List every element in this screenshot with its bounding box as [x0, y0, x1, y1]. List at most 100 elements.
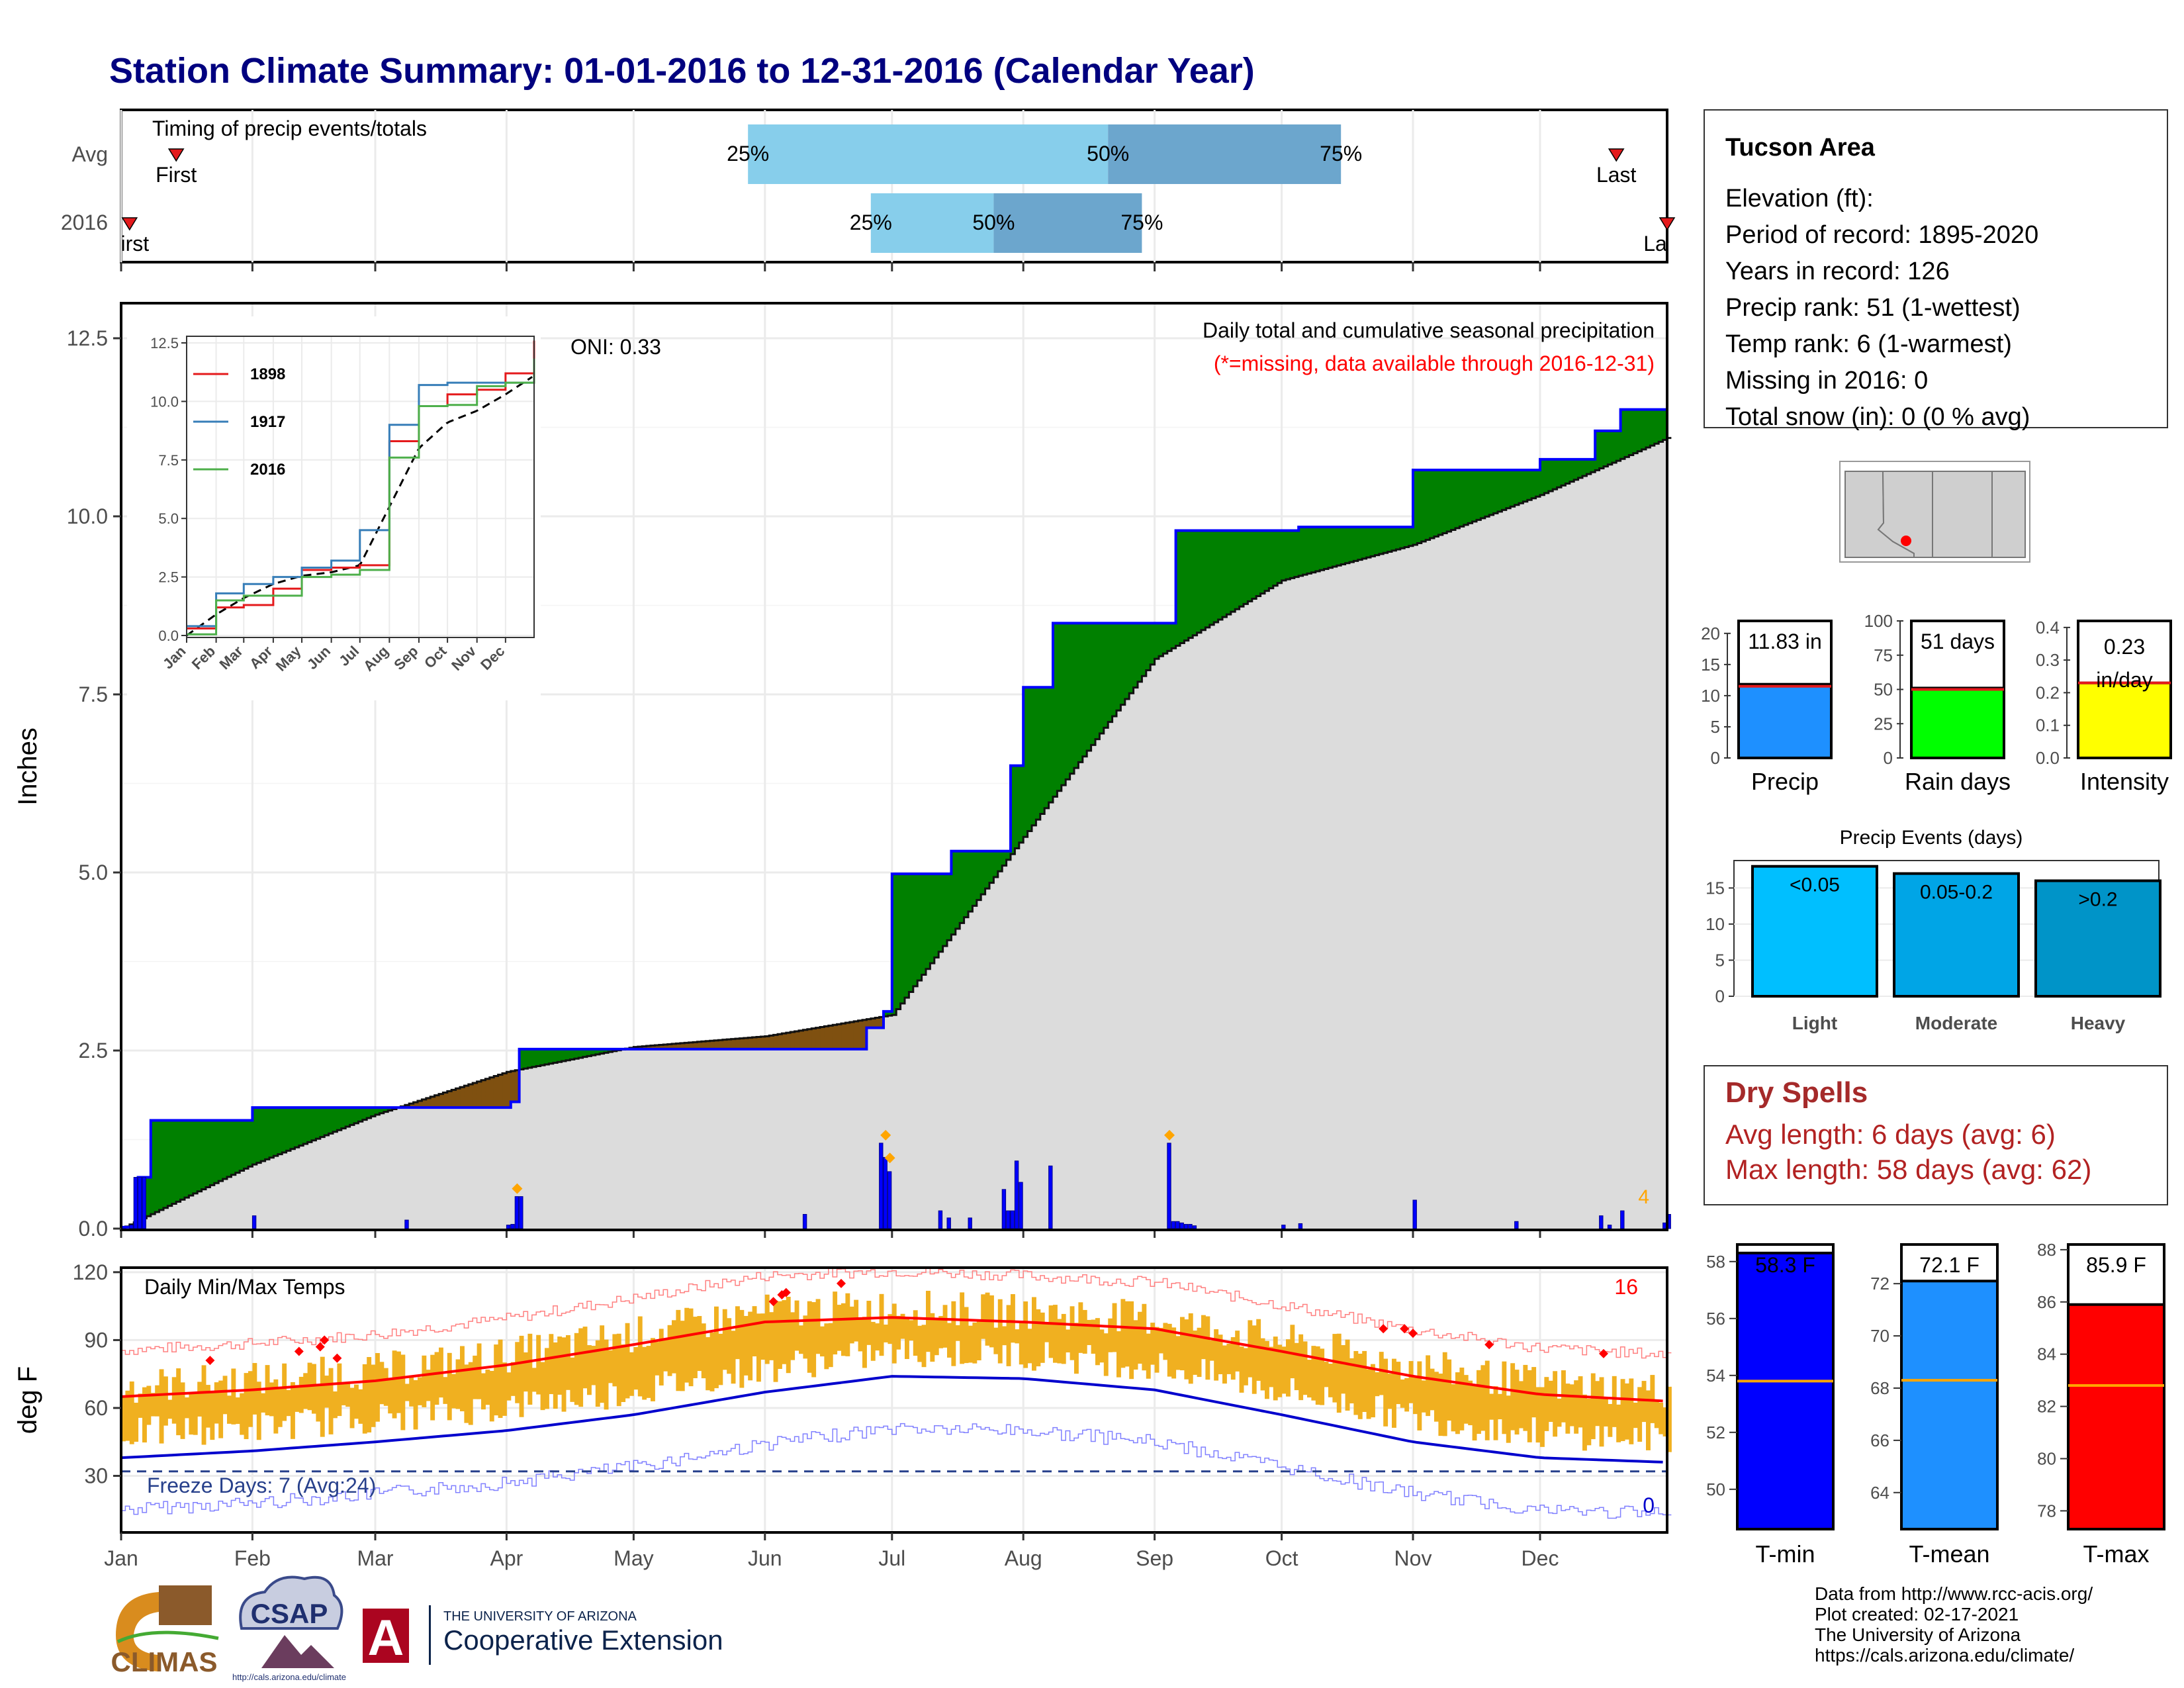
daily-temp-bar: [1535, 1387, 1541, 1443]
temp-x-tick-label: Mar: [357, 1546, 393, 1570]
daily-temp-bar: [1230, 1337, 1236, 1380]
inset-y-tick-label: 0.0: [158, 628, 179, 644]
daily-temp-bar: [854, 1299, 859, 1342]
temp-x-tick-label: Sep: [1136, 1546, 1173, 1570]
gauge-tick-label: 0: [1711, 748, 1720, 768]
gauge-tick-label: 0.0: [2036, 748, 2060, 768]
daily-temp-bar: [527, 1333, 533, 1405]
temp-gauge-tick-label: 54: [1706, 1366, 1725, 1385]
daily-temp-bar: [985, 1292, 990, 1346]
daily-precip-bar: [514, 1196, 520, 1229]
daily-temp-bar: [1451, 1384, 1456, 1432]
climas-logo-block: [159, 1585, 212, 1625]
daily-temp-bar: [1277, 1344, 1283, 1397]
temp-x-tick-label: May: [614, 1546, 653, 1570]
daily-precip-bar: [879, 1143, 884, 1229]
daily-temp-bar: [489, 1370, 494, 1422]
daily-temp-bar: [1620, 1379, 1625, 1442]
daily-temp-bar: [1298, 1334, 1304, 1401]
daily-temp-bar: [976, 1321, 981, 1361]
daily-temp-bar: [642, 1346, 647, 1400]
record-temp-marker: [294, 1346, 304, 1356]
daily-temp-bar: [553, 1342, 558, 1409]
inset-legend-label: 1898: [250, 365, 285, 383]
temp-panel: 30 60 90 120 Jan Feb Mar Apr May Jun Jul Aug Sep Oct…: [13, 1260, 1672, 1570]
daily-temp-bar: [621, 1344, 626, 1402]
daily-temp-bar: [320, 1356, 325, 1437]
daily-temp-bar: [1188, 1313, 1193, 1384]
daily-temp-bar: [697, 1316, 702, 1372]
daily-temp-bar: [231, 1368, 236, 1425]
climas-logo: CLIMAS: [111, 1585, 219, 1677]
daily-temp-bar: [1434, 1372, 1439, 1422]
temp-y-label: deg F: [13, 1366, 42, 1434]
daily-temp-bar: [451, 1374, 457, 1409]
daily-temp-bar: [1159, 1327, 1163, 1354]
daily-temp-bar: [574, 1333, 579, 1405]
daily-temp-bar: [1256, 1319, 1261, 1381]
daily-temp-bar: [388, 1378, 393, 1414]
inset-y-tick-label: 12.5: [150, 335, 179, 352]
daily-temp-bar: [1286, 1339, 1291, 1397]
timing-first-marker-2016: [121, 217, 138, 231]
daily-temp-bar: [1057, 1319, 1062, 1364]
daily-temp-bar: [561, 1337, 567, 1412]
csap-url: http://cals.arizona.edu/climate: [232, 1672, 346, 1682]
events-bar-value: <0.05: [1790, 874, 1840, 896]
temp-gauge-tick-label: 84: [2037, 1344, 2056, 1364]
station-info-box: Tucson Area Elevation (ft): Period of rec…: [1704, 109, 2168, 431]
daily-temp-bar: [1116, 1331, 1121, 1378]
daily-temp-bar: [218, 1380, 224, 1438]
daily-temp-bar: [748, 1311, 753, 1381]
temp-x-axis: Jan Feb Mar Apr May Jun Jul Aug Sep Oct Nov Dec: [104, 1532, 1559, 1570]
daily-temp-bar: [1078, 1302, 1083, 1353]
daily-temp-bar: [383, 1368, 388, 1406]
temp-gauge-tick-label: 66: [1870, 1430, 1889, 1450]
daily-temp-bar: [1484, 1360, 1490, 1440]
daily-temp-bar: [176, 1368, 181, 1436]
credits: Data from http://www.rcc-acis.org/Plot c…: [1815, 1583, 2093, 1665]
timing-label: Timing of precip events/totals: [152, 117, 427, 140]
daily-temp-bar: [1506, 1395, 1511, 1443]
daily-temp-bar: [1315, 1346, 1320, 1405]
daily-temp-bar: [1641, 1381, 1647, 1423]
temp-x-tick-label: Dec: [1522, 1546, 1559, 1570]
record-temp-marker: [315, 1342, 325, 1352]
daily-temp-bar: [536, 1335, 541, 1395]
inset-y-tick-label: 7.5: [158, 452, 179, 469]
daily-temp-bar: [778, 1301, 782, 1369]
daily-precip-bar: [1281, 1225, 1286, 1229]
daily-temp-bar: [303, 1373, 308, 1409]
daily-temp-bar: [714, 1306, 719, 1389]
daily-temp-bar: [1036, 1309, 1041, 1367]
daily-precip-bar: [519, 1196, 523, 1229]
precip-y-tick-label: 5.0: [79, 861, 108, 884]
daily-temp-bar: [1222, 1345, 1227, 1384]
timing-bar-upper-2016: [993, 193, 1142, 253]
daily-temp-bar: [1595, 1381, 1600, 1427]
precip-missing-note: (*=missing, data available through 2016-…: [1214, 352, 1655, 375]
daily-temp-bar: [1302, 1341, 1308, 1395]
daily-temp-bar: [570, 1357, 575, 1402]
temp-gauge-bar-1: [1900, 1280, 1999, 1530]
daily-temp-bar: [727, 1318, 732, 1374]
daily-precip-bar: [404, 1219, 409, 1229]
daily-temp-bar: [1540, 1387, 1545, 1447]
temp-gauge-tick-label: 56: [1706, 1309, 1725, 1329]
daily-precip-bar: [1171, 1221, 1176, 1229]
daily-temp-bar: [875, 1323, 880, 1351]
precip-events-chart: Precip Events (days) 0 5 10 15 <0.05 Light 0.0…: [1704, 813, 2167, 1035]
daily-precip-bar: [1048, 1165, 1053, 1229]
daily-temp-bar: [604, 1339, 609, 1410]
map-state-texas: [1991, 471, 2026, 558]
temp-gauges: 50 52 54 56 58 58.3 F T-min 64 66 68 70 72 72.1 F T-m…: [1706, 1240, 2165, 1568]
daily-temp-bar: [129, 1381, 134, 1444]
daily-temp-bar: [1459, 1367, 1465, 1430]
daily-temp-bar: [557, 1336, 563, 1395]
location-map: [1839, 461, 2030, 563]
daily-temp-bar: [1163, 1323, 1168, 1360]
daily-temp-bar: [1375, 1372, 1380, 1397]
dry-spells-box: Dry Spells Avg length: 6 days (avg: 6) M…: [1704, 1065, 2168, 1205]
daily-temp-bar: [1332, 1334, 1338, 1403]
daily-temp-bar: [477, 1343, 482, 1399]
